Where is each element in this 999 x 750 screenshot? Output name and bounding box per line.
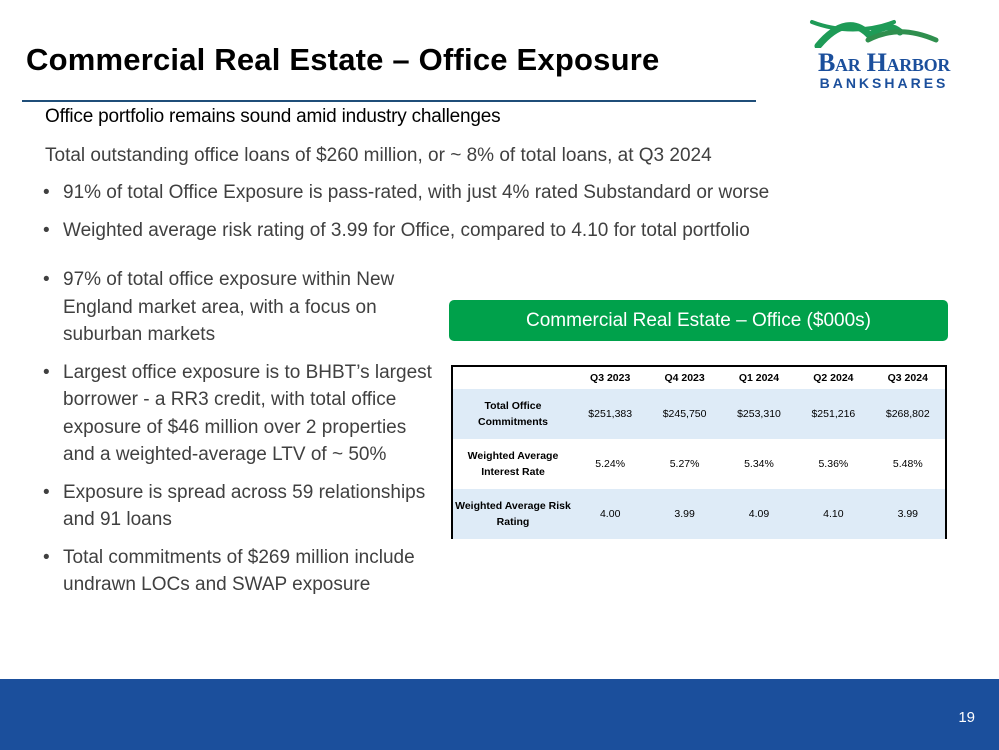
bullet-item: Largest office exposure is to BHBT’s lar… — [43, 359, 443, 469]
column-header: Q3 2023 — [590, 372, 631, 384]
table-row: Total Office Commitments $251,383 $245,7… — [453, 389, 945, 439]
wave-swoosh-icon — [810, 20, 896, 32]
slide-title: Commercial Real Estate – Office Exposure — [26, 42, 660, 77]
footer-bar: 19 — [0, 679, 999, 750]
bullet-item: 97% of total office exposure within New … — [43, 266, 443, 349]
bullet-item: Weighted average risk rating of 3.99 for… — [43, 219, 943, 243]
table-cell: 5.34% — [744, 458, 774, 470]
column-header: Q3 2024 — [887, 372, 928, 384]
column-header: Q4 2023 — [664, 372, 705, 384]
table-cell: 4.10 — [796, 489, 871, 539]
table-cell: 3.99 — [870, 489, 945, 539]
office-exposure-table: Q3 2023 Q4 2023 Q1 2024 Q2 2024 Q3 2024 … — [451, 365, 947, 539]
table-header-row: Q3 2023 Q4 2023 Q1 2024 Q2 2024 Q3 2024 — [453, 367, 945, 389]
table-title-banner: Commercial Real Estate – Office ($000s) — [449, 300, 948, 341]
table-cell: 5.36% — [818, 458, 849, 470]
title-divider — [22, 100, 756, 102]
intro-text: Total outstanding office loans of $260 m… — [45, 145, 712, 166]
slide-subtitle: Office portfolio remains sound amid indu… — [45, 106, 501, 127]
left-bullet-list: 97% of total office exposure within New … — [43, 266, 443, 609]
logo-text-bankshares: BANKSHARES — [819, 75, 949, 91]
table-cell: $251,383 — [573, 389, 648, 439]
table-cell: $251,216 — [796, 389, 871, 439]
table-cell: 5.48% — [892, 458, 923, 470]
top-bullet-list: 91% of total Office Exposure is pass-rat… — [43, 181, 943, 257]
table-cell: $245,750 — [647, 389, 722, 439]
table-cell: $268,802 — [870, 389, 945, 439]
table-cell: 5.27% — [669, 458, 700, 470]
logo-text-bar-harbor: Bar Harbor — [817, 48, 951, 77]
table-cell: $253,310 — [721, 389, 797, 439]
column-header: Q1 2024 — [738, 372, 780, 384]
table-corner-cell — [453, 367, 573, 389]
bullet-item: Exposure is spread across 59 relationshi… — [43, 479, 443, 534]
page-number: 19 — [958, 709, 975, 726]
table-row: Weighted Average Risk Rating 4.00 3.99 4… — [453, 489, 945, 539]
row-label: Weighted Average Risk Rating — [453, 489, 573, 539]
bullet-item: Total commitments of $269 million includ… — [43, 544, 443, 599]
table-cell: 5.24% — [595, 458, 626, 470]
table-row: Weighted Average Interest Rate 5.24% 5.2… — [453, 439, 945, 489]
bullet-item: 91% of total Office Exposure is pass-rat… — [43, 181, 943, 205]
row-label: Weighted Average Interest Rate — [467, 450, 559, 478]
table-cell: 4.09 — [721, 489, 797, 539]
table-cell: 3.99 — [647, 489, 722, 539]
mountain-logo-icon — [814, 22, 939, 48]
bar-harbor-logo: Bar Harbor BANKSHARES — [800, 18, 965, 108]
column-header: Q2 2024 — [813, 372, 854, 384]
table-cell: 4.00 — [573, 489, 648, 539]
row-label: Total Office Commitments — [453, 389, 573, 439]
